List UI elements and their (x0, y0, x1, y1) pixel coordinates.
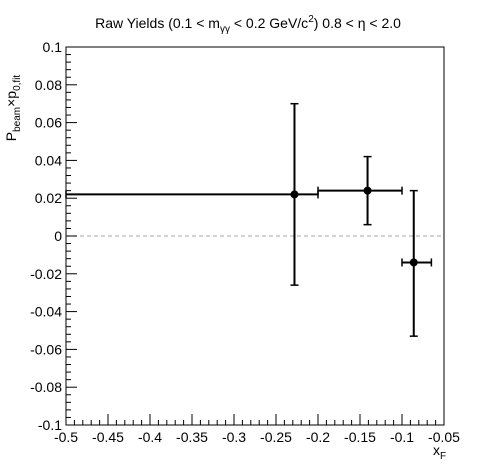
x-tick-label: -0.45 (92, 429, 124, 445)
data-point-group (401, 189, 433, 337)
y-axis: -0.1 -0.08 -0.06 -0.04 -0.02 0 0.02 0.04 0.06 0.0… (30, 39, 77, 433)
chart-title: Raw Yields (0.1 < mγγ < 0.2 GeV/c2) 0.8 … (95, 14, 401, 35)
x-axis: -0.5 -0.45 -0.4 -0.35 -0.3 -0.25 -0.2 -0.15 -0.1… (54, 414, 460, 445)
y-tick-label: -0.1 (38, 417, 62, 433)
y-tick-label: -0.04 (30, 304, 62, 320)
data-points (65, 102, 433, 337)
x-tick-label: -0.35 (176, 429, 208, 445)
x-tick-label: -0.4 (138, 429, 162, 445)
x-tick-label: -0.1 (390, 429, 414, 445)
x-tick-label: -0.25 (260, 429, 292, 445)
y-tick-label: 0.04 (35, 152, 62, 168)
y-tick-label: 0.1 (43, 39, 63, 55)
y-tick-label: -0.06 (30, 341, 62, 357)
y-tick-label: 0.06 (35, 115, 62, 131)
y-axis-title: Pbeam×p0,fit (3, 75, 23, 142)
y-tick-label: -0.02 (30, 266, 62, 282)
data-point-marker (363, 186, 372, 195)
y-tick-label: -0.08 (30, 379, 62, 395)
x-tick-label: -0.5 (54, 429, 78, 445)
y-tick-label: 0.08 (35, 77, 62, 93)
data-point-group (65, 102, 319, 286)
x-tick-label: -0.15 (344, 429, 376, 445)
x-tick-label: -0.2 (306, 429, 330, 445)
data-point-group (317, 155, 403, 226)
x-tick-label: -0.05 (428, 429, 460, 445)
x-axis-title: xF (433, 442, 446, 462)
y-tick-label: 0.02 (35, 190, 62, 206)
y-tick-label: 0 (54, 228, 62, 244)
data-point-marker (290, 190, 299, 199)
data-point-marker (409, 258, 418, 267)
x-tick-label: -0.3 (222, 429, 246, 445)
